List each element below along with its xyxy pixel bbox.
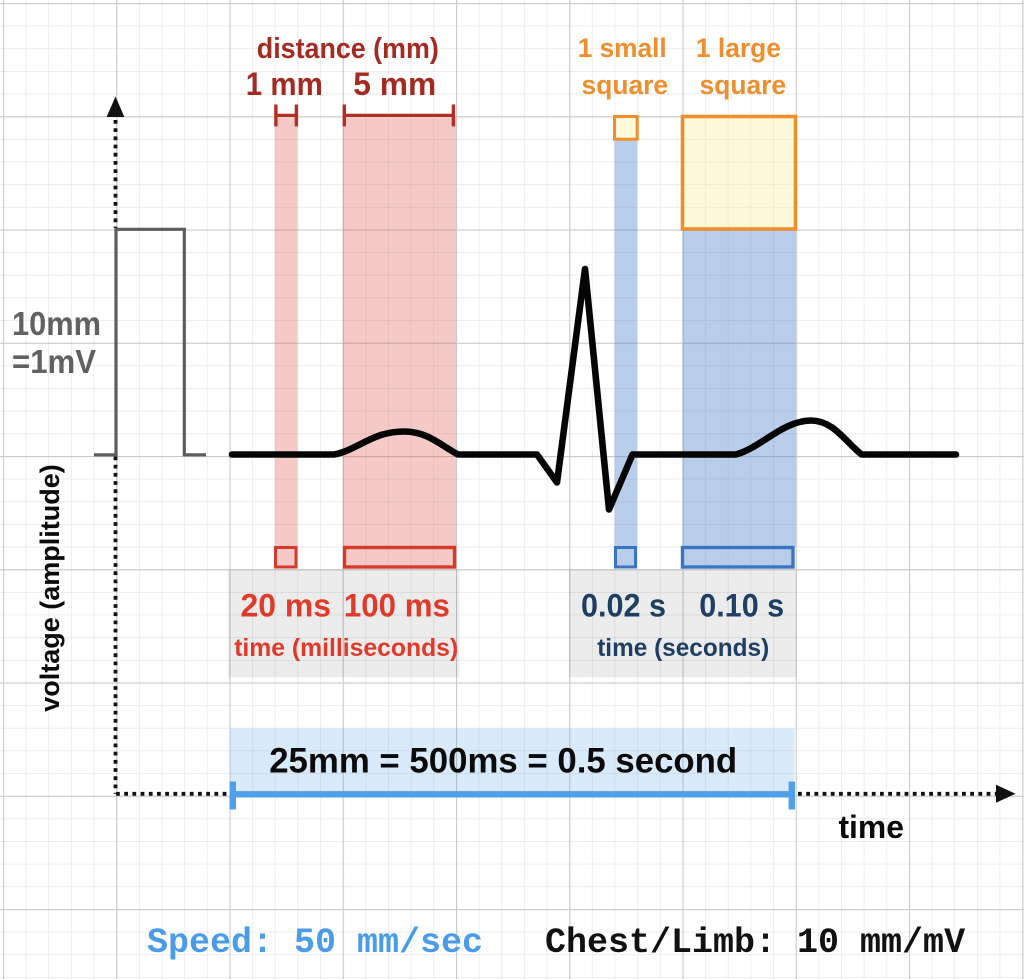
- svg-text:voltage (amplitude): voltage (amplitude): [35, 464, 65, 712]
- svg-text:25mm = 500ms = 0.5 second: 25mm = 500ms = 0.5 second: [269, 742, 737, 781]
- svg-text:square: square: [582, 70, 669, 100]
- svg-text:100 ms: 100 ms: [344, 588, 450, 624]
- svg-text:5 mm: 5 mm: [353, 66, 436, 102]
- svg-text:time (milliseconds): time (milliseconds): [234, 634, 458, 662]
- svg-text:Speed: 50 mm/sec: Speed: 50 mm/sec: [147, 923, 483, 963]
- svg-text:time (seconds): time (seconds): [597, 634, 769, 662]
- svg-text:=1mV: =1mV: [12, 343, 96, 380]
- svg-text:time: time: [838, 809, 904, 845]
- svg-text:1 small: 1 small: [578, 33, 667, 63]
- svg-text:0.02 s: 0.02 s: [581, 588, 666, 624]
- svg-text:square: square: [700, 70, 787, 100]
- svg-text:Chest/Limb: 10 mm/mV: Chest/Limb: 10 mm/mV: [545, 923, 965, 963]
- svg-text:20 ms: 20 ms: [241, 588, 332, 624]
- svg-text:10mm: 10mm: [12, 305, 101, 342]
- svg-text:distance (mm): distance (mm): [257, 33, 439, 65]
- svg-text:1 large: 1 large: [696, 33, 781, 63]
- svg-text:1 mm: 1 mm: [246, 66, 323, 102]
- svg-text:0.10 s: 0.10 s: [699, 588, 784, 624]
